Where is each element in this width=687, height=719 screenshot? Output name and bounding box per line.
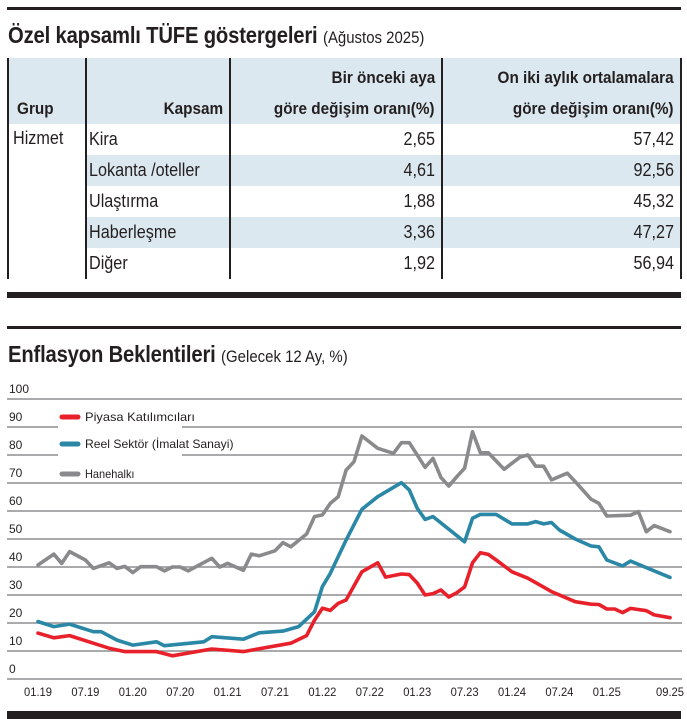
table-title-main: Özel kapsamlı TÜFE göstergeleri: [8, 22, 318, 48]
x-tick-label: 07.19: [71, 685, 99, 699]
y-tick-label: 30: [9, 578, 23, 592]
header-grup: Grup: [7, 58, 87, 124]
kapsam-cell: Haberleşme: [85, 217, 231, 248]
x-tick-label: 01.20: [119, 685, 147, 699]
series-line-1: [36, 480, 672, 648]
table-row: Haberleşme 3,36 47,27: [8, 217, 682, 248]
kapsam-cell: Kira: [85, 124, 231, 155]
y-tick-label: 80: [9, 438, 23, 452]
table-row: Hizmet Kira 2,65 57,42: [7, 124, 682, 279]
table-row: Diğer 1,92 56,94: [8, 248, 682, 279]
kapsam-cell: Diğer: [85, 248, 231, 279]
monthly-change-cell: 1,92: [229, 248, 443, 279]
legend-label: Reel Sektör (İmalat Sanayi): [85, 437, 234, 451]
y-tick-label: 70: [9, 466, 23, 480]
annual-change-cell: 56,94: [441, 248, 682, 279]
x-tick-label: 01.22: [308, 685, 336, 699]
y-tick-label: 100: [9, 382, 29, 396]
annual-change-cell: 57,42: [441, 124, 682, 155]
monthly-change-cell: 4,61: [229, 155, 443, 186]
header-kapsam: Kapsam: [85, 58, 231, 124]
monthly-change-cell: 3,36: [229, 217, 443, 248]
table-title-period: (Ağustos 2025): [322, 28, 425, 47]
x-tick-label: 09.25: [656, 685, 684, 699]
y-tick-label: 10: [9, 634, 23, 648]
table-bottom-rule: [7, 292, 681, 298]
inflation-expectations-chart: 0 10 20 30 40 50 60 70 80 90 100 Piyasa Katılımcıla…: [7, 382, 684, 699]
table-header-row: Grup Kapsam Bir önceki aya göre değişim …: [7, 58, 682, 124]
header-annual-change: On iki aylık ortalamalara göre değişim o…: [441, 58, 682, 124]
x-tick-label: 01.23: [403, 685, 431, 699]
y-tick-label: 60: [9, 494, 23, 508]
series-line-0: [36, 550, 672, 658]
annual-change-cell: 92,56: [441, 155, 682, 186]
chart-top-rule: [7, 326, 681, 329]
x-tick-label: 07.22: [356, 685, 384, 699]
monthly-change-cell: 2,65: [229, 124, 443, 155]
chart-title-main: Enflasyon Beklentileri: [8, 341, 216, 367]
monthly-change-cell: 1,88: [229, 186, 443, 217]
y-tick-label: 50: [9, 522, 23, 536]
x-tick-label: 07.21: [261, 685, 289, 699]
legend-label: Piyasa Katılımcıları: [85, 410, 195, 424]
x-tick-label: 07.24: [545, 685, 573, 699]
table-row: Lokanta /oteller 4,61 92,56: [8, 155, 682, 186]
x-tick-label: 01.21: [214, 685, 242, 699]
kapsam-cell: Lokanta /oteller: [85, 155, 231, 186]
y-tick-label: 20: [9, 606, 23, 620]
y-tick-label: 40: [9, 550, 23, 564]
kapsam-cell: Ulaştırma: [85, 186, 231, 217]
header-monthly-change: Bir önceki aya göre değişim oranı(%): [229, 58, 443, 124]
y-tick-label: 90: [9, 410, 23, 424]
legend-label: Hanehalkı: [85, 467, 135, 481]
group-cell: Hizmet: [7, 124, 87, 279]
table-title: Özel kapsamlı TÜFE göstergeleri (Ağustos…: [8, 22, 424, 49]
table-row: Ulaştırma 1,88 45,32: [8, 186, 682, 217]
x-tick-label: 07.23: [451, 685, 479, 699]
cpi-indicators-table: Grup Kapsam Bir önceki aya göre değişim …: [7, 58, 682, 279]
chart-title-sub: (Gelecek 12 Ay, %): [221, 347, 348, 366]
x-tick-label: 01.19: [24, 685, 52, 699]
x-tick-label: 07.20: [166, 685, 194, 699]
x-tick-label: 01.24: [498, 685, 526, 699]
series-line-2: [36, 429, 672, 575]
bottom-bar: [7, 711, 681, 719]
x-tick-label: 01.25: [593, 685, 621, 699]
annual-change-cell: 45,32: [441, 186, 682, 217]
y-tick-label: 0: [9, 662, 16, 676]
annual-change-cell: 47,27: [441, 217, 682, 248]
chart-title: Enflasyon Beklentileri (Gelecek 12 Ay, %…: [8, 341, 348, 368]
top-rule: [7, 7, 681, 10]
